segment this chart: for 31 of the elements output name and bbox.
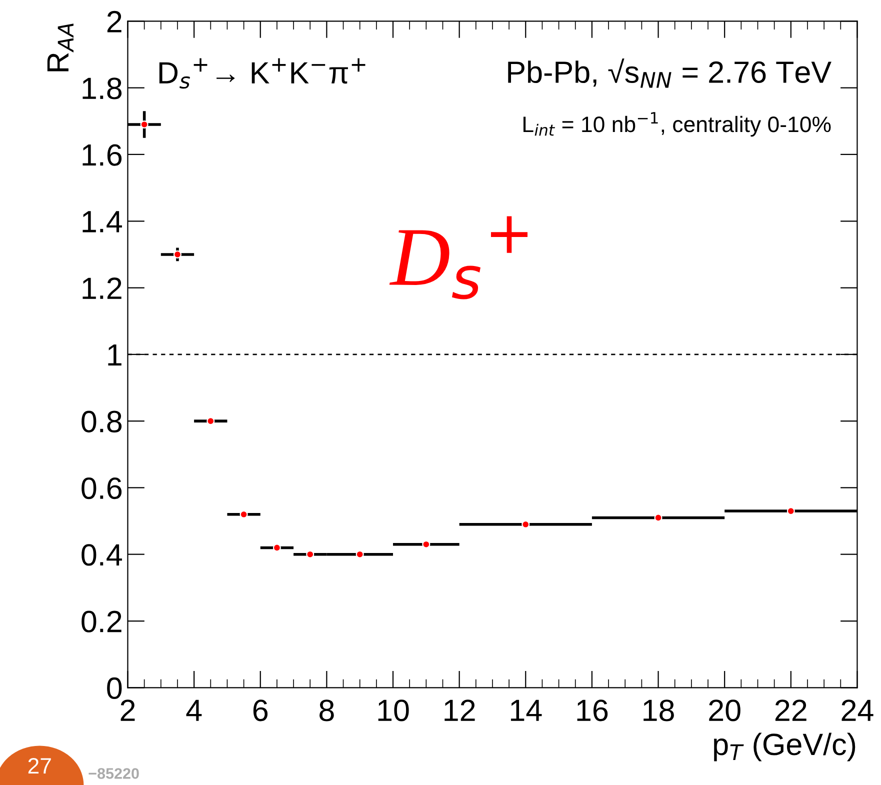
x-tick-label: 2 [120, 700, 135, 721]
y-tick-label: 0.2 [82, 610, 122, 632]
x-tick-label: 24 [842, 700, 874, 721]
text: 27 [28, 758, 51, 774]
y-tick-label: 0.6 [82, 477, 122, 500]
y-tick-label: 1.4 [82, 211, 122, 232]
y-tick-label: 2 [107, 10, 122, 32]
y-axis-title: R$_{AA}$ [47, 24, 74, 72]
x-tick-label: 20 [709, 700, 740, 722]
text: −85220 [88, 768, 139, 779]
annotation: L$_{int}$ = 10 nb$^{−1}$, centrality 0-10% [524, 112, 831, 137]
y-tick-label: 1.8 [82, 78, 122, 100]
x-axis-title: p$_{T}$ (GeV/c) [714, 732, 856, 762]
annotation: Pb-Pb, √s$_{NN}$ = 2.76 TeV [508, 58, 832, 88]
x-tick-label: 4 [186, 700, 202, 721]
y-tick-label: 1.2 [82, 278, 122, 299]
x-tick-label: 8 [320, 700, 334, 722]
y-tick-label: 1 [108, 344, 122, 366]
x-tick-label: 10 [378, 700, 409, 722]
x-tick-label: 22 [775, 700, 806, 721]
x-tick-label: 6 [253, 700, 268, 722]
x-tick-label: 18 [644, 700, 674, 722]
x-tick-label: 12 [444, 700, 475, 721]
x-tick-label: 16 [577, 700, 608, 722]
y-tick-label: 0 [107, 677, 122, 700]
y-tick-label: 0.4 [82, 544, 122, 566]
text: D$_{s}$$^{+}$→ K$^{+}$K$^{−}$π$^{+}$ [159, 58, 366, 89]
x-tick-label: 14 [510, 700, 542, 721]
y-tick-label: 1.6 [82, 144, 122, 166]
annotation: D$_{s}$$^{+}$ [389, 216, 528, 300]
y-tick-label: 0.8 [82, 410, 122, 432]
